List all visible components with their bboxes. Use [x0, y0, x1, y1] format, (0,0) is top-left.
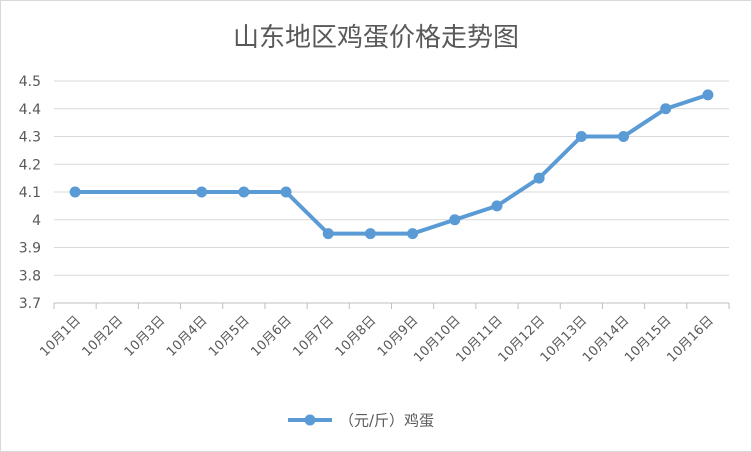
- x-tick-label: 10月2日: [80, 313, 127, 360]
- x-tick-label: 10月3日: [122, 313, 169, 360]
- grid-lines: [54, 80, 729, 276]
- legend-label: （元/斤）鸡蛋: [339, 412, 434, 430]
- data-point: [407, 228, 419, 240]
- y-tick-label: 3.7: [19, 296, 41, 312]
- data-point: [533, 172, 545, 184]
- series-egg: [69, 89, 714, 240]
- x-tick-label: 10月8日: [333, 313, 380, 360]
- y-tick-label: 3.8: [19, 268, 41, 284]
- data-point: [702, 89, 714, 101]
- series-line: [73, 92, 710, 236]
- data-point: [280, 186, 292, 198]
- x-axis-ticks: 10月1日10月2日10月3日10月4日10月5日10月6日10月7日10月8日…: [37, 313, 716, 365]
- data-point: [491, 200, 503, 212]
- data-point: [449, 214, 461, 226]
- x-tick-label: 10月1日: [37, 313, 84, 360]
- data-point: [238, 186, 250, 198]
- y-tick-label: 4.2: [19, 157, 41, 173]
- data-point: [618, 131, 630, 142]
- x-tick-label: 10月5日: [206, 313, 253, 360]
- data-point: [196, 186, 208, 198]
- x-axis: [53, 302, 730, 309]
- x-tick-label: 10月6日: [248, 313, 295, 360]
- y-tick-label: 3.9: [19, 241, 41, 257]
- x-tick-label: 10月4日: [164, 313, 211, 360]
- y-tick-label: 4.1: [19, 185, 41, 201]
- y-tick-label: 4: [32, 213, 41, 229]
- y-axis-ticks: 3.7 3.8 3.9 4 4.1 4.2 4.3 4.4 4.5: [19, 74, 41, 312]
- data-point: [575, 131, 587, 142]
- y-tick-label: 4.5: [19, 74, 41, 90]
- x-tick-label: 10月16日: [664, 313, 716, 365]
- data-point: [69, 186, 81, 198]
- y-tick-label: 4.3: [19, 130, 41, 146]
- data-point: [660, 103, 672, 115]
- legend-dot-marker: [304, 414, 316, 426]
- legend: （元/斤）鸡蛋: [288, 412, 434, 430]
- data-point: [364, 228, 376, 240]
- chart-title: 山东地区鸡蛋价格走势图: [233, 23, 519, 53]
- x-tick-label: 10月7日: [290, 313, 337, 360]
- data-point: [322, 228, 334, 240]
- y-tick-label: 4.4: [19, 102, 41, 118]
